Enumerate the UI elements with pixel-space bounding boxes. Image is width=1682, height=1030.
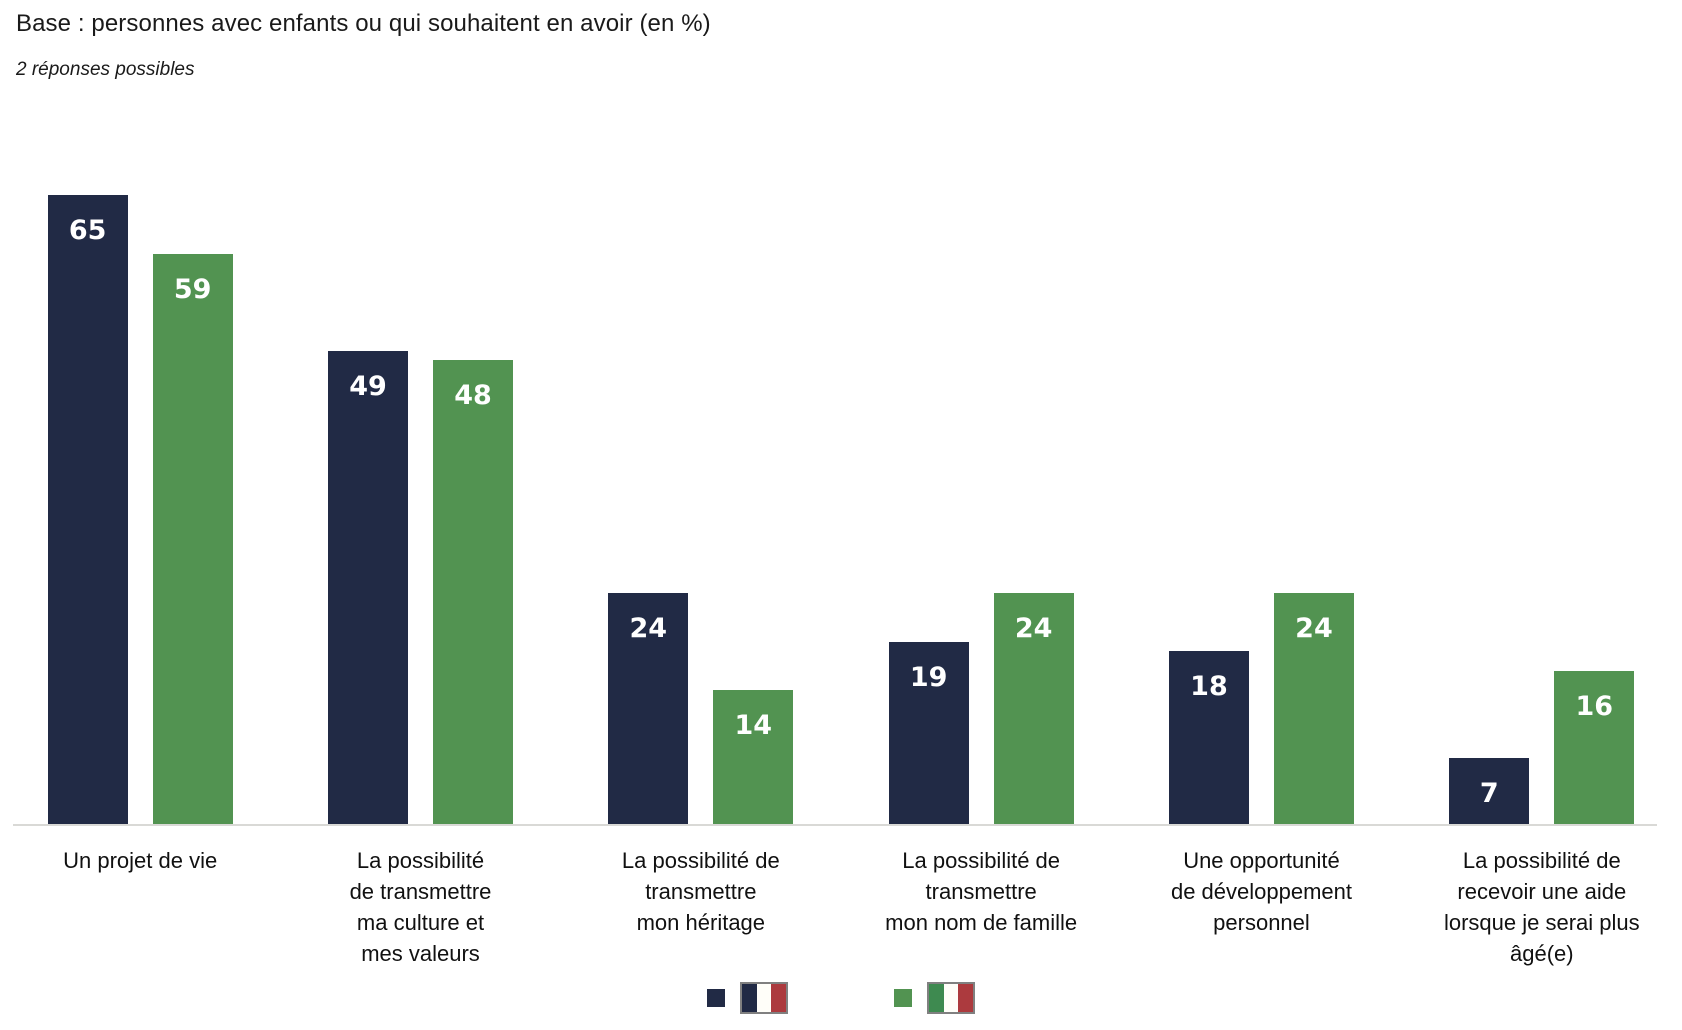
plot-area: 65 59 49 48 24 14 19 24 18 24 7 16 [0, 176, 1682, 826]
category-label-line: mon héritage [636, 910, 766, 935]
category-label-2: La possibilité de transmettre ma culture e… [280, 845, 560, 969]
bar-value-label: 24 [629, 613, 668, 644]
bar-value-label: 59 [173, 274, 212, 305]
category-label-6: La possibilité de recevoir une aide lorsqu… [1402, 845, 1682, 969]
category-label-line: de développement [1170, 879, 1352, 904]
bar-value-label: 49 [349, 371, 387, 402]
category-label-line: La possibilité de [902, 848, 1061, 873]
bar-italie-6: 16 [1554, 671, 1635, 826]
category-label-line: Une opportunité [1183, 848, 1340, 873]
category-label-line: Un projet de vie [63, 848, 218, 873]
category-label-3: La possibilité de transmettre mon héritage [561, 845, 841, 969]
category-label-line: transmettre [925, 879, 1037, 904]
bar-value-label: 18 [1190, 671, 1228, 702]
category-label-1: Un projet de vie [0, 845, 280, 969]
legend-swatch-france [707, 989, 725, 1007]
france-flag-icon [740, 982, 788, 1014]
bar-france-6: 7 [1449, 758, 1530, 826]
bar-value-label: 48 [454, 380, 492, 411]
italy-flag-icon [927, 982, 975, 1014]
chart-title: Base : personnes avec enfants ou qui sou… [16, 10, 711, 37]
category-label-line: âgé(e) [1510, 941, 1574, 966]
bar-italie-3: 14 [713, 690, 794, 826]
category-label-line: de transmettre [349, 879, 492, 904]
bar-value-label: 14 [734, 710, 773, 741]
bar-italie-5: 24 [1273, 593, 1354, 826]
bar-value-label: 16 [1575, 691, 1614, 722]
flag-stripe [958, 984, 974, 1012]
bar-france-2: 49 [327, 351, 408, 826]
bar-france-3: 24 [608, 593, 689, 826]
bar-france-5: 18 [1168, 651, 1249, 826]
legend-item-italie [894, 982, 975, 1014]
category-label-line: transmettre [645, 879, 757, 904]
bar-group-4: 19 24 [841, 176, 1121, 826]
x-axis-line [13, 824, 1657, 826]
legend-swatch-italie [894, 989, 912, 1007]
bar-italie-1: 59 [152, 254, 233, 826]
chart-legend [0, 982, 1682, 1014]
bar-italie-2: 48 [432, 360, 513, 826]
bar-group-5: 18 24 [1121, 176, 1401, 826]
bar-italie-4: 24 [993, 593, 1074, 826]
bar-france-4: 19 [888, 642, 969, 826]
category-label-line: La possibilité [356, 848, 485, 873]
category-label-line: recevoir une aide [1457, 879, 1627, 904]
bar-group-6: 7 16 [1402, 176, 1682, 826]
bar-value-label: 24 [1295, 613, 1333, 644]
bar-group-2: 49 48 [280, 176, 560, 826]
flag-stripe [756, 984, 772, 1012]
chart-subtitle: 2 réponses possibles [16, 59, 195, 80]
category-label-line: personnel [1213, 910, 1310, 935]
category-label-line: La possibilité de [621, 848, 780, 873]
bar-group-1: 65 59 [0, 176, 280, 826]
category-label-line: La possibilité de [1462, 848, 1621, 873]
category-label-line: mes valeurs [361, 941, 480, 966]
bar-value-label: 65 [68, 215, 107, 246]
category-label-line: ma culture et [356, 910, 485, 935]
flag-stripe [771, 984, 787, 1012]
bar-france-1: 65 [47, 195, 128, 826]
bar-value-label: 24 [1014, 613, 1053, 644]
category-label-line: lorsque je serai plus [1443, 910, 1640, 935]
bar-group-3: 24 14 [561, 176, 841, 826]
category-labels: Un projet de vie La possibilité de transme… [0, 845, 1682, 969]
bar-value-label: 19 [909, 662, 948, 693]
flag-stripe [943, 984, 959, 1012]
flag-stripe [929, 984, 944, 1012]
category-label-4: La possibilité de transmettre mon nom de f… [841, 845, 1121, 969]
bar-value-label: 7 [1479, 778, 1499, 809]
category-label-line: mon nom de famille [885, 910, 1078, 935]
category-label-5: Une opportunité de développement personnel [1121, 845, 1401, 969]
flag-stripe [742, 984, 757, 1012]
legend-item-france [707, 982, 788, 1014]
